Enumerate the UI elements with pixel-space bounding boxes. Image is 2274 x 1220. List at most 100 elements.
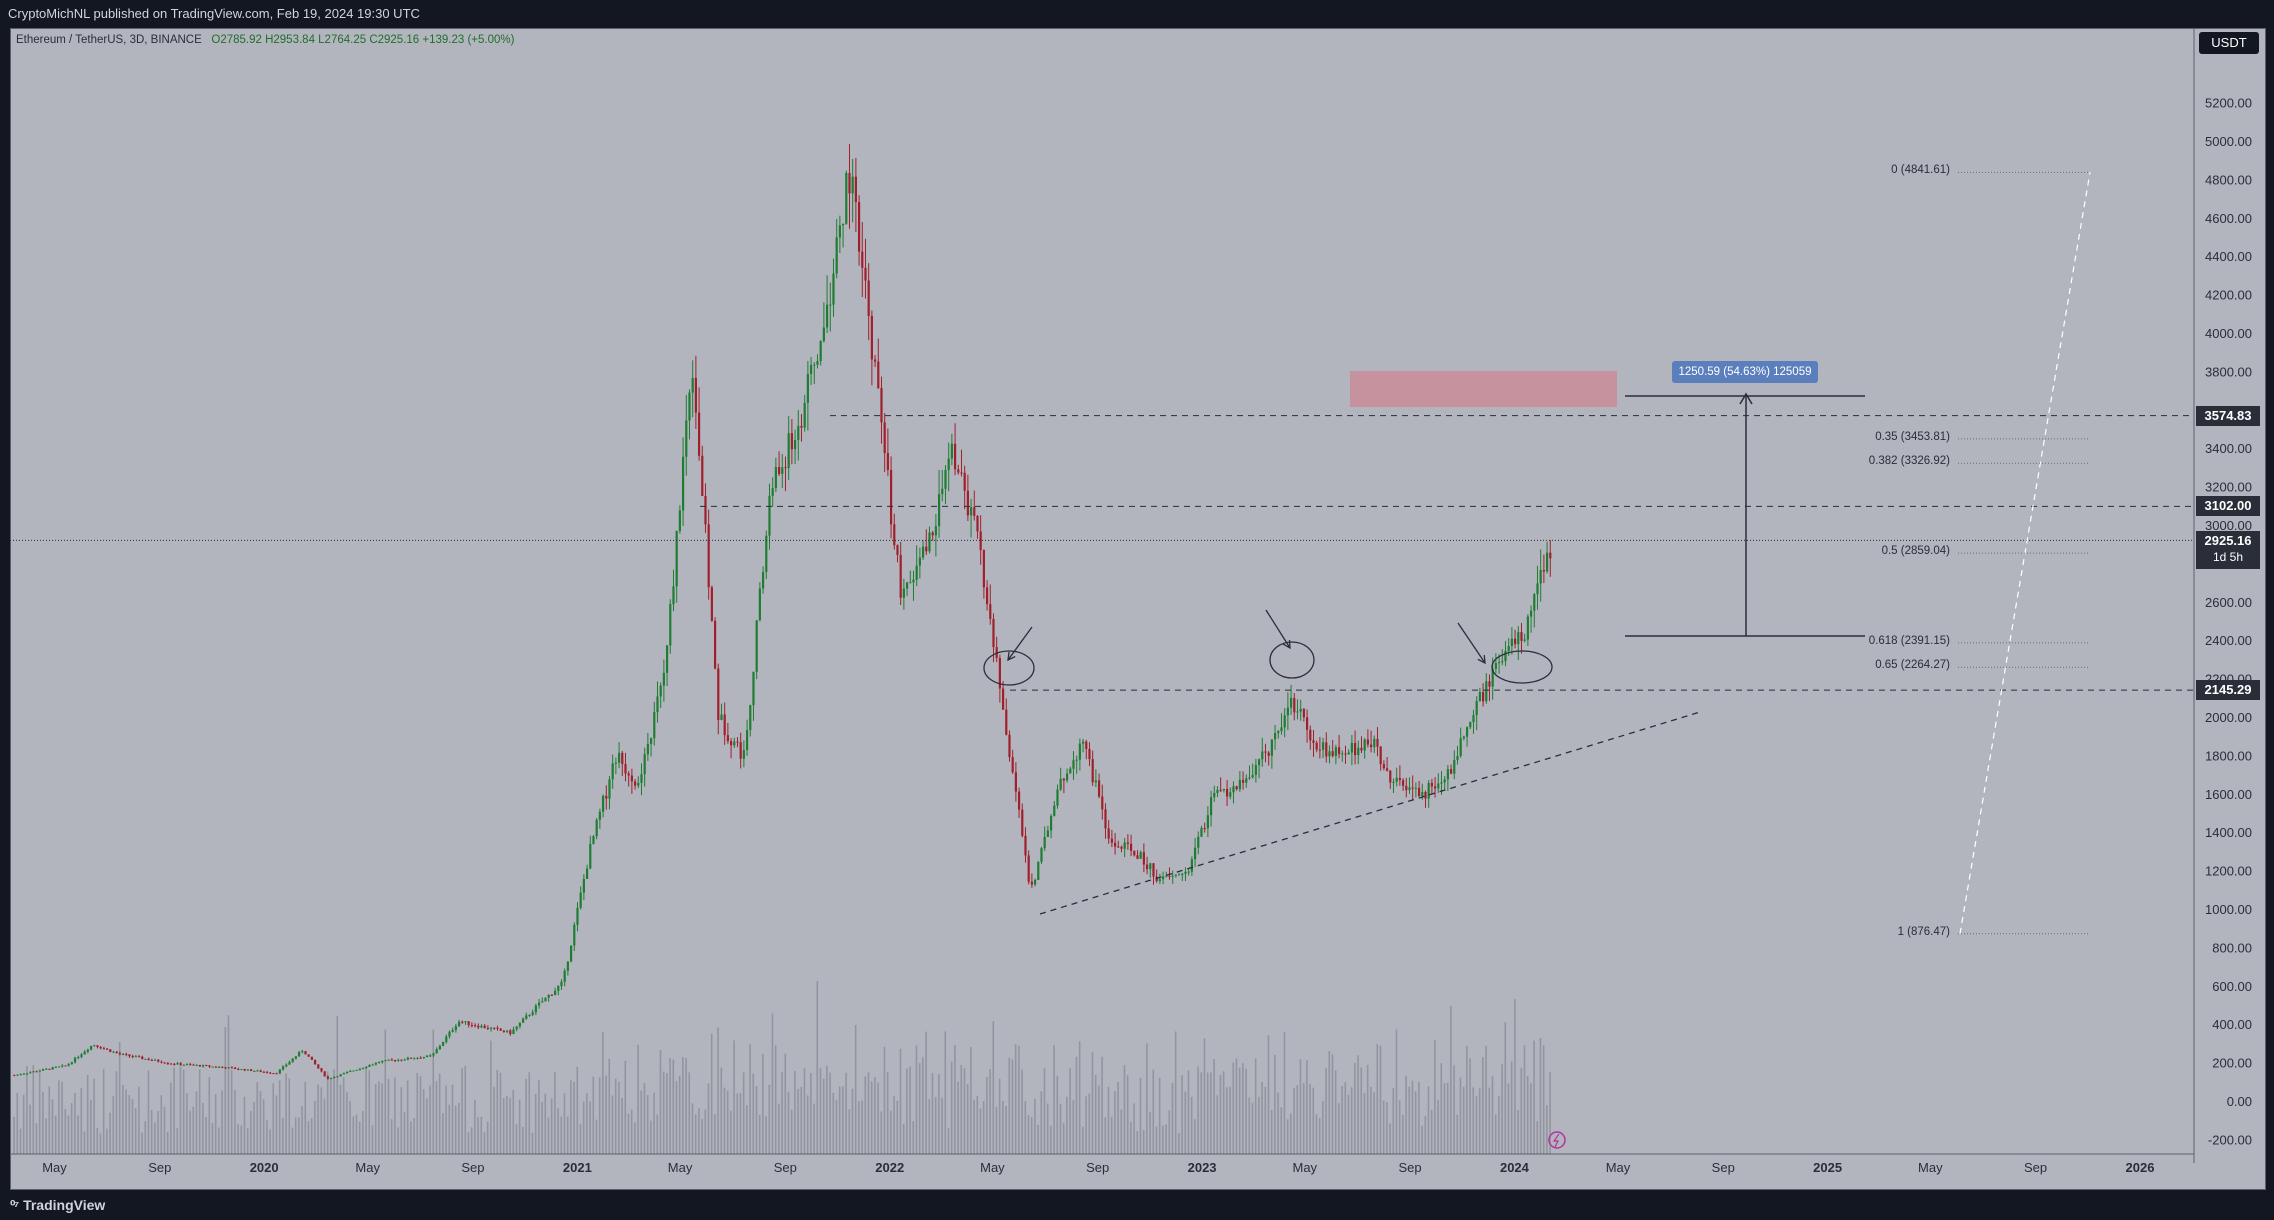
candle-body [1449, 769, 1453, 774]
volume-bar [259, 1090, 262, 1154]
volume-bar [1197, 1066, 1199, 1154]
volume-bar [1475, 1096, 1478, 1154]
volume-bar [1299, 1059, 1302, 1154]
candle-body [944, 470, 947, 489]
candle-body [1171, 875, 1174, 877]
candle-body [793, 440, 797, 450]
candle-body [1248, 777, 1251, 779]
volume-bar [624, 1060, 627, 1154]
volume-bar [701, 1118, 703, 1154]
volume-bar [67, 1115, 70, 1154]
candle-body [982, 550, 985, 588]
volume-bar [1136, 1131, 1139, 1154]
candle-body [614, 762, 617, 764]
volume-bar [592, 1076, 595, 1154]
candle-body [797, 425, 800, 441]
candle-body [457, 1021, 461, 1027]
volume-bar [1130, 1121, 1132, 1154]
candle-body [502, 1030, 505, 1032]
candle-body [361, 1067, 365, 1069]
candle-body [1405, 785, 1408, 791]
candle-body [1129, 843, 1133, 851]
candle-body [243, 1069, 246, 1071]
volume-bar [826, 1065, 828, 1154]
candle-body [729, 741, 733, 746]
x-tick-label: Sep [2024, 1160, 2047, 1175]
candle-body [937, 494, 941, 527]
chart-panel[interactable] [10, 28, 2266, 1190]
candle-body [496, 1027, 499, 1029]
candle-body [470, 1025, 473, 1027]
candle-body [1209, 797, 1213, 816]
volume-bar [1174, 1031, 1177, 1154]
volume-bar [1264, 1086, 1267, 1154]
highlight-circle[interactable] [1491, 650, 1553, 684]
candle-body [637, 782, 640, 786]
volume-bar [51, 1099, 54, 1154]
candle-body [630, 775, 633, 782]
candle-body [374, 1062, 377, 1065]
y-tick-label: 3800.00 [2205, 364, 2252, 379]
volume-bar [490, 1040, 492, 1154]
candle-body [592, 836, 595, 844]
candle-body [224, 1067, 227, 1069]
volume-bar [838, 1086, 841, 1154]
candle-body [787, 433, 790, 469]
volume-bar [1542, 1045, 1545, 1154]
candle-body [173, 1063, 176, 1065]
volume-bar [198, 1069, 201, 1154]
currency-badge[interactable]: USDT [2199, 32, 2259, 54]
volume-bar [214, 1094, 217, 1154]
candle-body [227, 1067, 230, 1069]
lightning-icon[interactable] [1548, 1131, 1566, 1149]
candle-body [1101, 796, 1104, 810]
volume-bar [1206, 1072, 1209, 1154]
x-tick-label: May [42, 1160, 67, 1175]
candle-body [1264, 751, 1267, 753]
volume-bar [694, 1114, 697, 1154]
volume-bar [298, 1117, 300, 1154]
volume-bar [957, 1081, 959, 1154]
candle-body [1177, 874, 1181, 876]
highlight-circle[interactable] [983, 650, 1035, 686]
volume-bar [950, 1061, 953, 1154]
supply-zone[interactable] [1350, 371, 1617, 407]
publish-info: CryptoMichNL published on TradingView.co… [8, 6, 420, 21]
volume-bar [938, 1074, 940, 1154]
candle-body [1539, 570, 1542, 584]
volume-bar [906, 1068, 908, 1154]
highlight-circle[interactable] [1269, 641, 1315, 679]
volume-bar [182, 1069, 185, 1154]
candle-body [1001, 688, 1005, 710]
candle-body [662, 672, 665, 686]
candle-body [1315, 742, 1318, 750]
volume-bar [1334, 1070, 1337, 1154]
y-tick-label: 600.00 [2212, 979, 2252, 994]
candle-body [102, 1048, 105, 1050]
candle-body [73, 1057, 77, 1063]
volume-bar [790, 1109, 793, 1154]
candle-body [208, 1065, 211, 1067]
volume-bar [512, 1090, 515, 1154]
volume-bar [416, 1072, 419, 1154]
candle-body [723, 714, 726, 736]
volume-bar [976, 1095, 979, 1154]
candle-body [1478, 692, 1481, 702]
candle-body [285, 1064, 288, 1067]
arrow-head-icon [1007, 651, 1016, 662]
candle-body [1251, 774, 1254, 778]
volume-bar [93, 1078, 95, 1154]
ascending-trendline[interactable] [1039, 711, 1701, 915]
volume-bar [704, 1109, 707, 1154]
volume-bar [1405, 1075, 1407, 1154]
tradingview-logo[interactable]: ⁰⁷ TradingView [10, 1197, 105, 1214]
fib-level-label: 0.35 (3453.81) [1875, 430, 1950, 443]
volume-bar [166, 1131, 169, 1154]
candle-body [429, 1055, 432, 1057]
candle-body [1139, 852, 1142, 859]
volume-bar [1050, 1125, 1052, 1154]
volume-bar [1114, 1091, 1116, 1154]
candle-body [333, 1076, 336, 1079]
x-tick-label: Sep [1398, 1160, 1421, 1175]
